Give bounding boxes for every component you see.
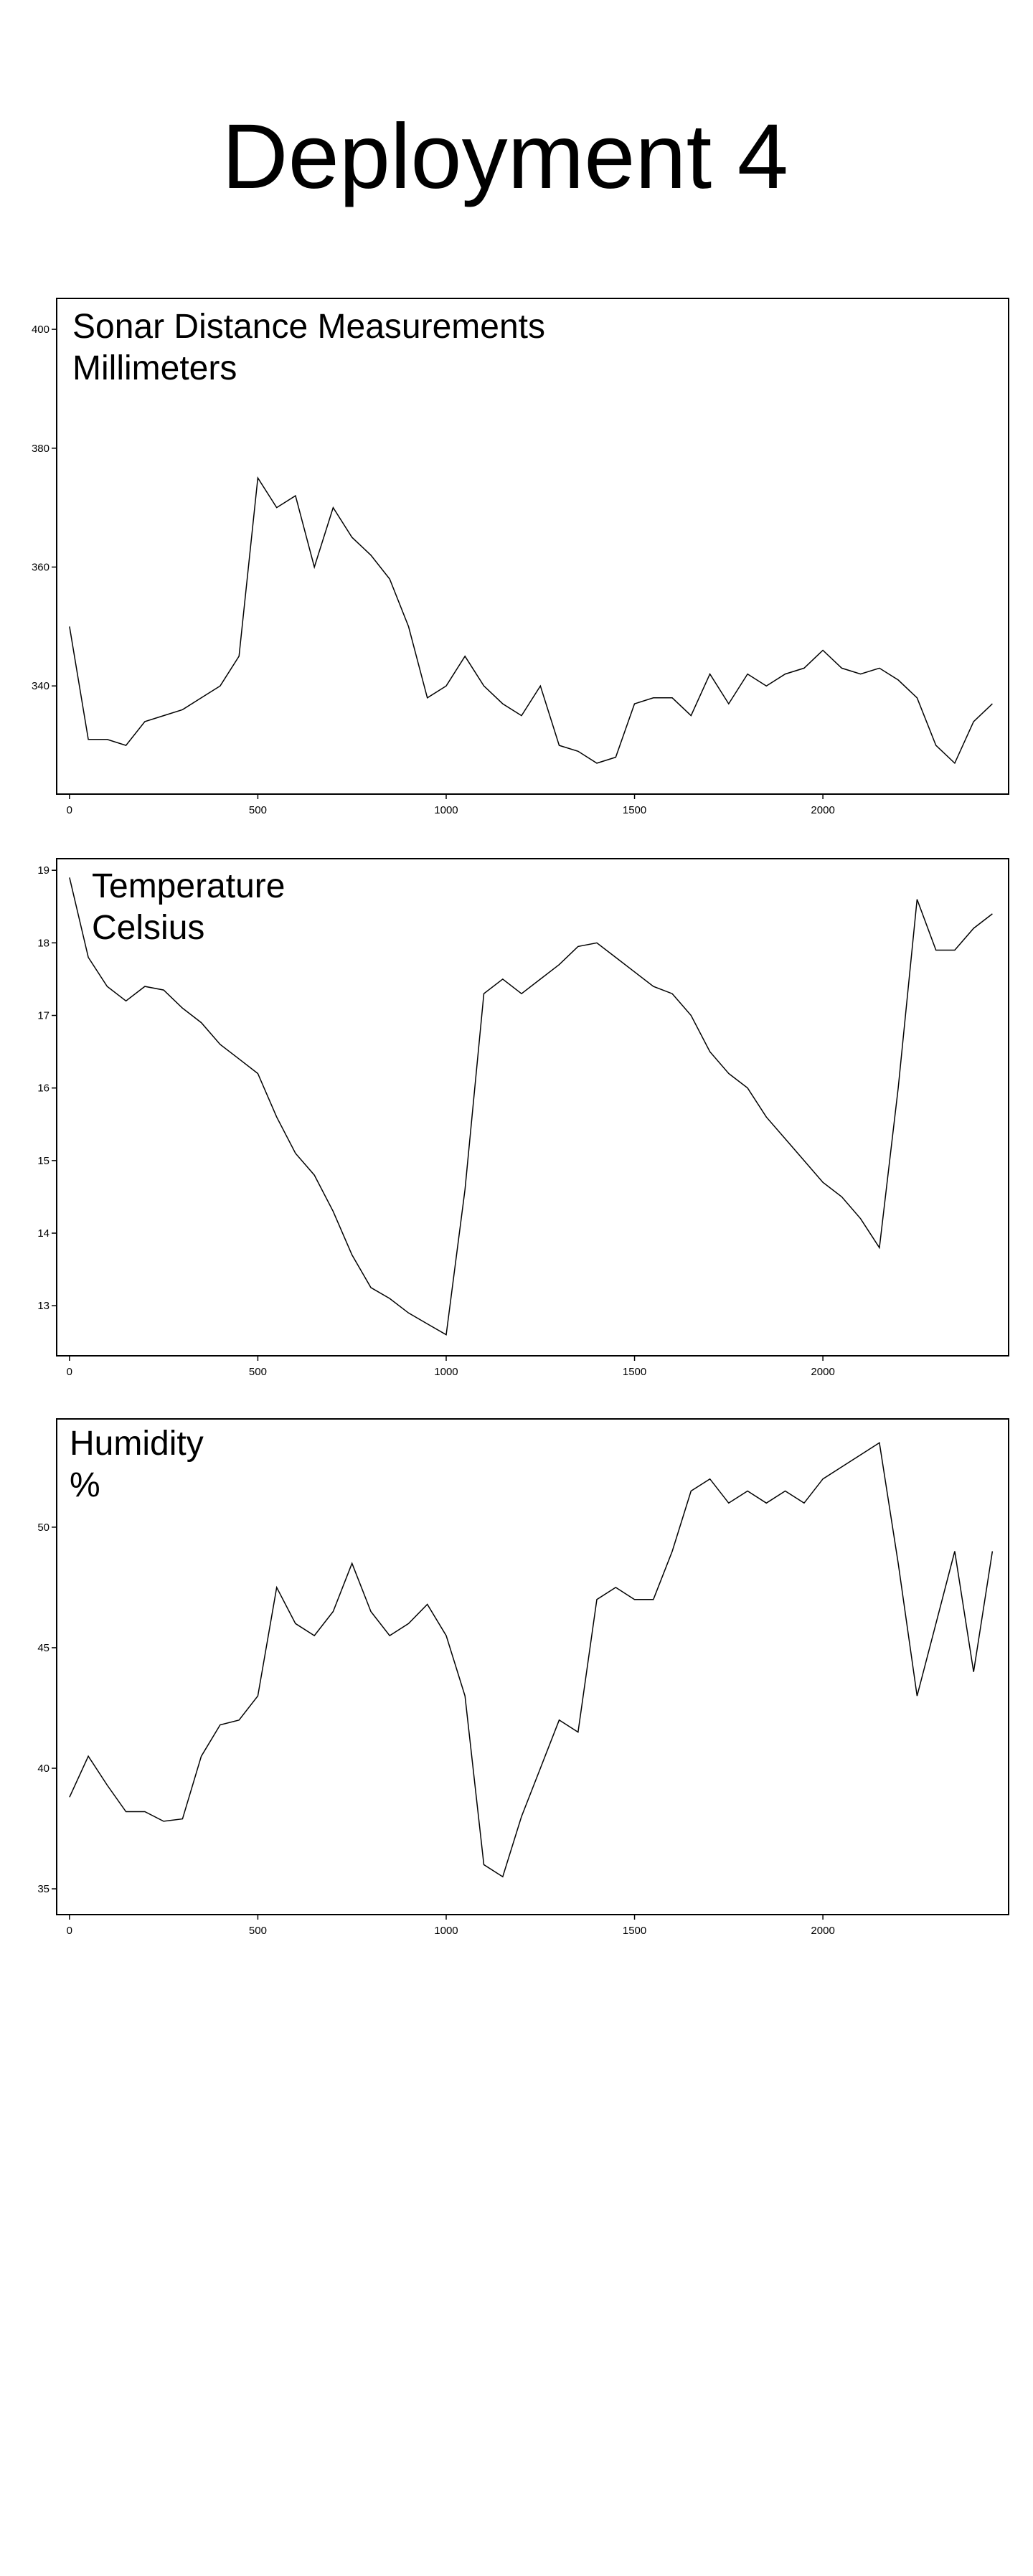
y-tick-label: 13 [37,1300,49,1312]
plot-frame [56,298,1009,795]
data-line [69,1442,994,1878]
x-tick-label: 2000 [811,1925,834,1937]
chart-subtitle: % [70,1466,100,1504]
x-tick-label: 1500 [623,804,646,816]
chart-title: Sonar Distance Measurements [72,308,545,346]
x-tick-label: 1500 [623,1366,646,1378]
chart-subtitle: Millimeters [72,349,237,387]
chart-title: Temperature [92,867,285,905]
data-line [69,877,993,1336]
y-tick-label: 35 [37,1883,49,1895]
y-tick-label: 380 [32,443,49,455]
y-tick-label: 14 [37,1227,49,1240]
y-tick-label: 17 [37,1010,49,1022]
y-tick-label: 50 [37,1521,49,1534]
y-tick-label: 45 [37,1642,49,1654]
plot-frame [56,1418,1009,1915]
plot-frame [56,858,1009,1357]
x-tick-label: 1500 [623,1925,646,1937]
x-tick-label: 500 [249,1366,267,1378]
y-tick-label: 19 [37,864,49,877]
y-tick-label: 15 [37,1155,49,1167]
data-line [69,476,993,765]
y-tick-label: 360 [32,561,49,573]
x-tick-label: 2000 [811,804,834,816]
x-tick-label: 500 [249,1925,267,1937]
y-tick-label: 40 [37,1763,49,1775]
x-tick-label: 0 [67,1925,72,1937]
x-tick-label: 2000 [811,1366,834,1378]
x-tick-label: 1000 [434,804,458,816]
y-tick-label: 340 [32,680,49,692]
page-title: Deployment 4 [222,105,788,208]
x-tick-label: 500 [249,804,267,816]
y-tick-label: 18 [37,937,49,949]
x-tick-label: 1000 [434,1925,458,1937]
chart-title: Humidity [70,1425,204,1463]
x-tick-label: 0 [67,1366,72,1378]
x-tick-label: 0 [67,804,72,816]
chart-subtitle: Celsius [92,909,204,947]
y-tick-label: 400 [32,324,49,336]
y-tick-label: 16 [37,1082,49,1095]
x-tick-label: 1000 [434,1366,458,1378]
